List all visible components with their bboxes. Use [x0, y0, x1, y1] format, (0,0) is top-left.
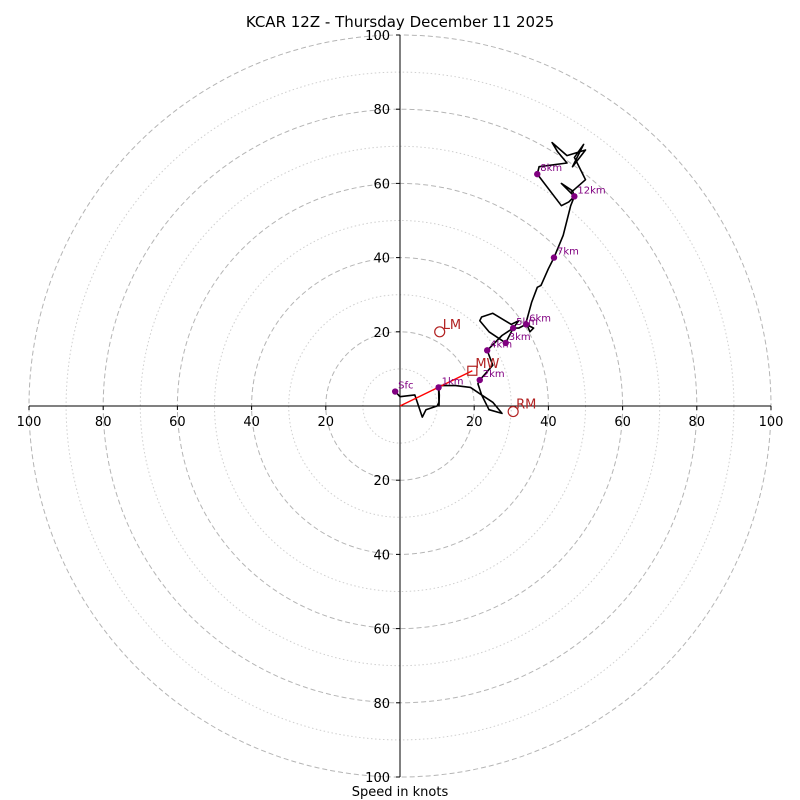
y-tick-label: 60 — [373, 623, 390, 638]
x-tick-label: 20 — [466, 415, 483, 430]
y-tick-label: 100 — [365, 29, 390, 44]
height-marker-dot — [391, 388, 399, 395]
y-tick-label: 20 — [373, 474, 390, 489]
height-marker-dot — [571, 193, 578, 200]
height-marker-dot — [509, 324, 517, 332]
mean-wind-marker — [467, 365, 478, 376]
storm-motion-label: MW — [475, 357, 499, 372]
storm-motion-label: LM — [443, 318, 461, 333]
height-marker-dot — [483, 347, 491, 354]
height-marker-label: 12km — [577, 185, 605, 196]
y-tick-label: 20 — [373, 326, 390, 341]
height-marker-dot — [435, 384, 442, 391]
height-marker-label: 8km — [540, 163, 562, 174]
height-marker-label: 1km — [442, 376, 464, 387]
height-markers: Sfc1km2km3km4km5km6km7km8km12km — [391, 163, 606, 395]
height-marker-label: 6km — [529, 313, 551, 324]
height-marker-dot — [550, 254, 558, 261]
y-tick-label: 40 — [373, 548, 390, 563]
height-marker-dot — [522, 321, 530, 328]
storm-motion-marker — [434, 326, 446, 338]
x-tick-label: 100 — [17, 415, 42, 430]
height-marker-dot — [534, 170, 541, 178]
tick-labels: 100 80 60 40 20 20 40 60 80 100 100 80 60 40 20 20 40 60 8… — [17, 29, 784, 786]
storm-motion-marker — [507, 405, 519, 418]
x-tick-label: 80 — [95, 415, 112, 430]
chart-title: KCAR 12Z - Thursday December 11 2025 — [246, 13, 554, 31]
x-tick-label: 40 — [243, 415, 260, 430]
x-tick-label: 80 — [689, 415, 706, 430]
storm-motion-label: RM — [516, 398, 536, 413]
x-tick-label: 60 — [614, 415, 631, 430]
height-marker-label: 7km — [557, 247, 579, 258]
height-marker-label: Sfc — [398, 381, 413, 392]
x-tick-label: 20 — [318, 415, 335, 430]
x-tick-label: 40 — [540, 415, 557, 430]
height-marker-dot — [502, 339, 509, 347]
y-tick-label: 40 — [373, 252, 390, 267]
height-marker-label: 2km — [483, 369, 505, 380]
y-tick-label: 80 — [373, 697, 390, 712]
height-marker-label: 3km — [509, 332, 531, 343]
x-tick-label: 100 — [759, 415, 784, 430]
x-axis-label: Speed in knots — [352, 785, 449, 800]
height-marker-dot — [476, 376, 483, 384]
storm-motions: MW LM RM — [434, 318, 536, 418]
y-tick-label: 80 — [373, 103, 390, 118]
y-tick-label: 100 — [365, 771, 390, 786]
x-tick-label: 60 — [169, 415, 186, 430]
y-tick-label: 60 — [373, 177, 390, 192]
height-marker-label: 4km — [490, 339, 512, 350]
